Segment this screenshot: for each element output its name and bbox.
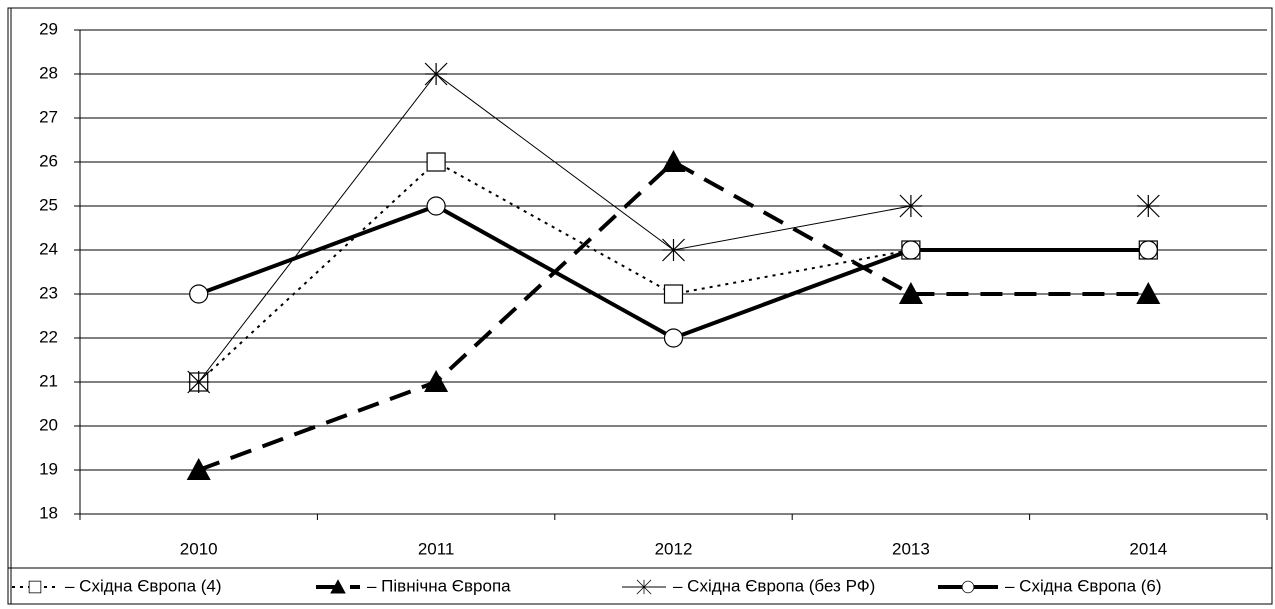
marker xyxy=(636,579,652,595)
y-tick-label: 19 xyxy=(39,459,58,478)
y-tick-label: 18 xyxy=(39,503,58,522)
marker xyxy=(1138,240,1158,260)
x-tick-label: 2012 xyxy=(655,539,693,558)
series-line xyxy=(198,159,1149,472)
y-tick-label: 23 xyxy=(39,283,58,302)
x-tick-label: 2011 xyxy=(418,539,455,558)
y-tick-label: 29 xyxy=(39,19,58,38)
marker xyxy=(901,240,921,260)
marker xyxy=(1136,282,1161,304)
marker xyxy=(186,458,211,480)
y-tick-label: 26 xyxy=(39,151,58,170)
y-tick-label: 20 xyxy=(39,415,58,434)
x-tick-label: 2013 xyxy=(892,539,930,558)
legend-label: – Східна Європа (6) xyxy=(1005,576,1162,595)
marker xyxy=(424,62,448,86)
y-tick-label: 24 xyxy=(39,239,58,258)
marker xyxy=(661,150,686,172)
x-tick-label: 2014 xyxy=(1129,539,1167,558)
marker xyxy=(424,370,449,392)
chart-frame xyxy=(7,7,1273,605)
series-line xyxy=(198,160,1149,383)
marker xyxy=(663,284,684,304)
marker xyxy=(961,580,975,594)
marker xyxy=(426,152,446,172)
marker xyxy=(1136,194,1160,218)
marker xyxy=(28,580,42,594)
y-tick-label: 21 xyxy=(39,371,58,390)
marker xyxy=(899,194,923,218)
marker xyxy=(189,284,209,304)
marker xyxy=(898,282,923,304)
marker xyxy=(426,196,446,216)
y-tick-label: 25 xyxy=(39,195,58,214)
marker xyxy=(663,328,684,348)
marker xyxy=(330,579,346,594)
y-tick-label: 22 xyxy=(39,327,58,346)
marker xyxy=(187,370,211,394)
y-tick-label: 28 xyxy=(39,63,58,82)
series-line xyxy=(198,203,1149,341)
x-tick-label: 2010 xyxy=(180,539,218,558)
y-tick-label: 27 xyxy=(39,107,58,126)
legend-label: – Північна Європа xyxy=(367,576,511,595)
legend-label: – Східна Європа (4) xyxy=(65,576,222,595)
legend-label: – Східна Європа (без РФ) xyxy=(673,576,875,595)
marker xyxy=(662,238,685,262)
